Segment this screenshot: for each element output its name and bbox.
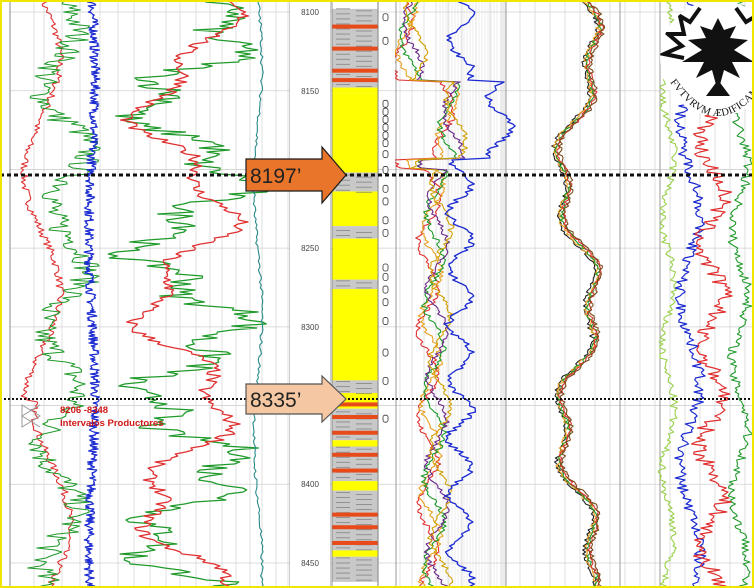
productive-interval-note: 8206 -8348 Intervalos Productores: [21, 404, 163, 429]
depth-label-8150: 8150: [301, 87, 319, 96]
callout-8335-arrow: [245, 374, 347, 424]
callout-8197-label: 8197’: [250, 165, 301, 188]
depth-label-8400: 8400: [301, 480, 319, 489]
depth-label-8450: 8450: [301, 559, 319, 568]
callout-8197: 8197’: [245, 145, 347, 205]
callout-8335-label: 8335’: [250, 389, 301, 412]
depth-label-8100: 8100: [301, 8, 319, 17]
depth-track: 8100 8150 8250 8300 8400 8450: [290, 0, 330, 588]
callout-8335: 8335’: [245, 374, 347, 424]
right-log-curves: [395, 0, 754, 588]
eagle-icon: [660, 6, 754, 96]
interval-range: 8206 -8348: [60, 405, 108, 416]
depth-label-8300: 8300: [301, 323, 319, 332]
left-log-curves: [20, 0, 271, 588]
lithology-column: [331, 0, 379, 588]
depth-label-8250: 8250: [301, 244, 319, 253]
interval-title: Intervalos Productores: [60, 418, 163, 429]
callout-8197-arrow: [245, 145, 347, 205]
sample-markers: [382, 13, 389, 423]
